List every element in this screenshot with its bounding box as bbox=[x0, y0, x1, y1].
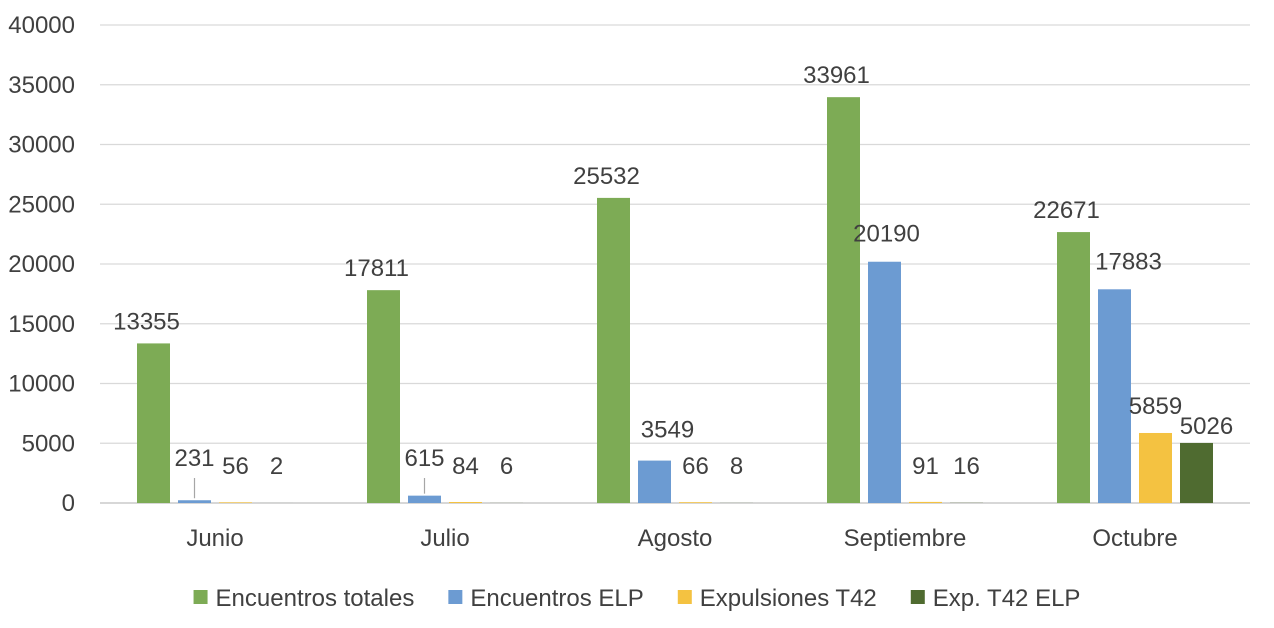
data-label: 2 bbox=[270, 453, 283, 480]
data-label: 16 bbox=[953, 453, 980, 480]
y-tick-label: 10000 bbox=[8, 371, 75, 398]
y-axis-ticks: 0 5000 10000 15000 20000 25000 30000 35000 40000 bbox=[8, 12, 75, 517]
data-label: 13355 bbox=[113, 308, 180, 335]
legend-label: Expulsiones T42 bbox=[700, 585, 877, 612]
bar bbox=[868, 261, 901, 503]
bar bbox=[367, 290, 400, 503]
data-label: 84 bbox=[452, 453, 479, 480]
legend-swatch bbox=[193, 590, 208, 604]
y-tick-label: 15000 bbox=[8, 311, 75, 338]
bar bbox=[1057, 232, 1090, 503]
x-category-label: Agosto bbox=[638, 525, 713, 552]
legend-swatch bbox=[910, 590, 925, 604]
data-label: 5026 bbox=[1180, 413, 1233, 440]
data-label: 66 bbox=[682, 453, 709, 480]
y-tick-label: 40000 bbox=[8, 12, 75, 39]
y-tick-label: 35000 bbox=[8, 72, 75, 99]
x-category-label: Junio bbox=[186, 525, 243, 552]
bar bbox=[137, 343, 170, 503]
gridlines bbox=[100, 24, 1250, 504]
legend-swatch bbox=[677, 590, 692, 604]
data-label: 91 bbox=[912, 453, 939, 480]
data-label: 22671 bbox=[1033, 197, 1100, 224]
x-category-label: Julio bbox=[420, 525, 469, 552]
data-label: 25532 bbox=[573, 163, 640, 190]
bar bbox=[449, 501, 482, 503]
data-label: 20190 bbox=[853, 221, 920, 248]
x-axis-categories: Junio Julio Agosto Septiembre Octubre bbox=[186, 525, 1177, 552]
data-label: 3549 bbox=[641, 417, 694, 444]
legend-label: Exp. T42 ELP bbox=[933, 585, 1081, 612]
y-tick-label: 0 bbox=[62, 490, 75, 517]
data-label: 33961 bbox=[803, 62, 870, 89]
bar bbox=[909, 501, 942, 503]
bar bbox=[679, 502, 712, 503]
y-tick-label: 5000 bbox=[22, 430, 75, 457]
bar bbox=[408, 495, 441, 503]
legend: Encuentros totales Encuentros ELP Expulsio… bbox=[193, 585, 1081, 612]
data-label: 231 bbox=[174, 445, 214, 472]
data-labels: 13355 231 56 2 17811 615 84 6 25532 3549 66 8 33961 2… bbox=[113, 62, 1233, 480]
legend-label: Encuentros ELP bbox=[470, 585, 643, 612]
bars bbox=[137, 97, 1213, 504]
legend-label: Encuentros totales bbox=[216, 585, 415, 612]
data-label: 5859 bbox=[1129, 393, 1182, 420]
label-leader-lines bbox=[193, 478, 426, 499]
data-label: 6 bbox=[500, 453, 513, 480]
data-label: 17811 bbox=[344, 255, 409, 282]
x-category-label: Septiembre bbox=[844, 525, 967, 552]
legend-swatch bbox=[448, 590, 463, 604]
bar bbox=[638, 460, 671, 503]
bar bbox=[1098, 289, 1131, 503]
data-label: 56 bbox=[222, 453, 249, 480]
bar bbox=[1180, 442, 1213, 503]
bar bbox=[597, 197, 630, 504]
data-label: 615 bbox=[404, 445, 444, 472]
bar bbox=[1139, 432, 1172, 503]
bar bbox=[219, 502, 252, 503]
y-tick-label: 20000 bbox=[8, 251, 75, 278]
y-tick-label: 30000 bbox=[8, 132, 75, 159]
x-category-label: Octubre bbox=[1092, 525, 1177, 552]
data-label: 8 bbox=[730, 453, 743, 480]
y-tick-label: 25000 bbox=[8, 191, 75, 218]
bar bbox=[827, 97, 860, 503]
bar bbox=[178, 500, 211, 503]
data-label: 17883 bbox=[1095, 248, 1162, 275]
